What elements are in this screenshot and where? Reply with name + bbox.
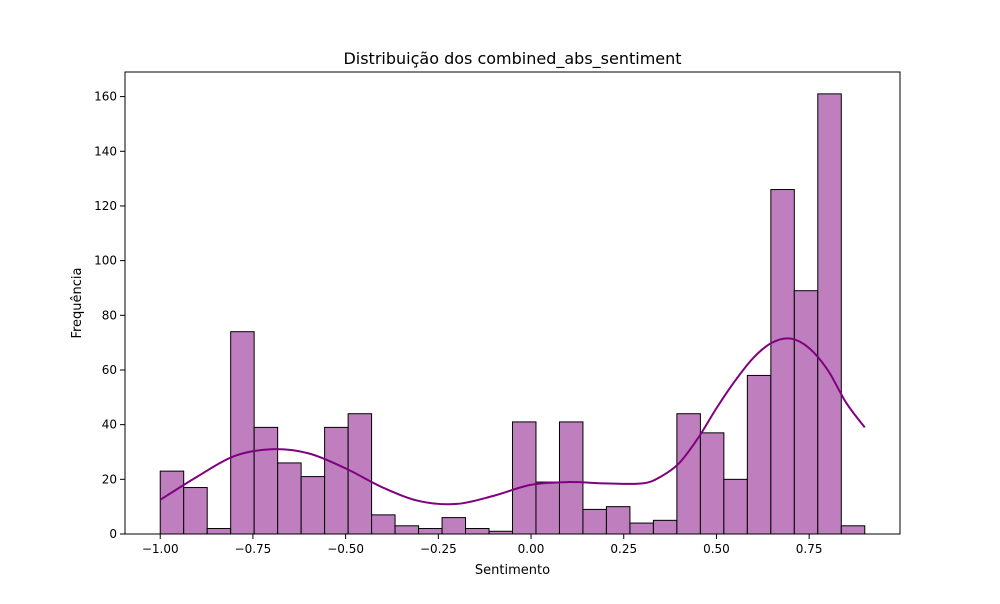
histogram-bar xyxy=(582,508,607,535)
y-axis-label: Frequência xyxy=(70,267,85,338)
y-tick-label: 60 xyxy=(102,363,117,377)
chart-title: Distribuição dos combined_abs_sentiment xyxy=(343,49,681,69)
x-tick-label: 0.25 xyxy=(610,542,637,556)
y-tick-label: 40 xyxy=(102,418,117,432)
histogram-bar xyxy=(418,528,443,535)
histogram-bar xyxy=(558,421,584,535)
histogram-bar xyxy=(793,290,819,535)
y-tick-label: 120 xyxy=(94,199,117,213)
x-tick-label: −0.75 xyxy=(235,542,272,556)
histogram-bar xyxy=(253,426,279,535)
x-tick-label: −0.25 xyxy=(420,542,457,556)
x-axis-ticks: −1.00 −0.75 −0.50 −0.25 0.00 0.25 0.50 0.75 xyxy=(142,534,823,556)
histogram-bar xyxy=(441,517,467,535)
histogram-bar xyxy=(535,481,560,535)
histogram-bar xyxy=(347,413,373,535)
plot-frame xyxy=(124,71,901,535)
x-tick-label: −0.50 xyxy=(327,542,364,556)
y-tick-label: 0 xyxy=(109,527,117,541)
histogram-bar xyxy=(512,421,537,535)
histogram-bar xyxy=(723,478,748,535)
kde-curve xyxy=(159,337,866,506)
y-tick-label: 100 xyxy=(94,254,117,268)
x-axis-label: Sentimento xyxy=(475,563,550,578)
histogram-bar xyxy=(699,432,725,535)
histogram-bars xyxy=(159,93,866,535)
y-tick-label: 160 xyxy=(94,90,117,104)
histogram-bar xyxy=(159,470,185,535)
histogram-bar xyxy=(676,413,701,535)
histogram-bar xyxy=(629,522,654,535)
histogram-bar xyxy=(770,189,795,535)
x-tick-label: 0.50 xyxy=(703,542,730,556)
histogram-bar xyxy=(183,487,208,535)
x-tick-label: −1.00 xyxy=(142,542,179,556)
histogram-bar xyxy=(371,514,396,535)
x-tick-label: 0.00 xyxy=(518,542,545,556)
histogram-bar xyxy=(394,525,420,535)
histogram-bar xyxy=(324,426,349,535)
histogram-bar xyxy=(206,528,232,535)
histogram-bar xyxy=(300,476,326,535)
histogram-bar xyxy=(840,525,866,535)
y-axis-ticks: 0 20 40 60 80 100 120 140 160 xyxy=(94,90,125,541)
histogram-bar xyxy=(230,331,255,535)
x-tick-label: 0.75 xyxy=(796,542,823,556)
histogram-bar xyxy=(652,519,678,535)
histogram-bar xyxy=(817,93,842,535)
y-tick-label: 140 xyxy=(94,144,117,158)
histogram-bar xyxy=(465,528,490,535)
y-tick-label: 20 xyxy=(102,472,117,486)
histogram-bar xyxy=(746,374,772,535)
histogram-bar xyxy=(605,506,631,535)
y-tick-label: 80 xyxy=(102,308,117,322)
histogram-bar xyxy=(277,462,302,535)
